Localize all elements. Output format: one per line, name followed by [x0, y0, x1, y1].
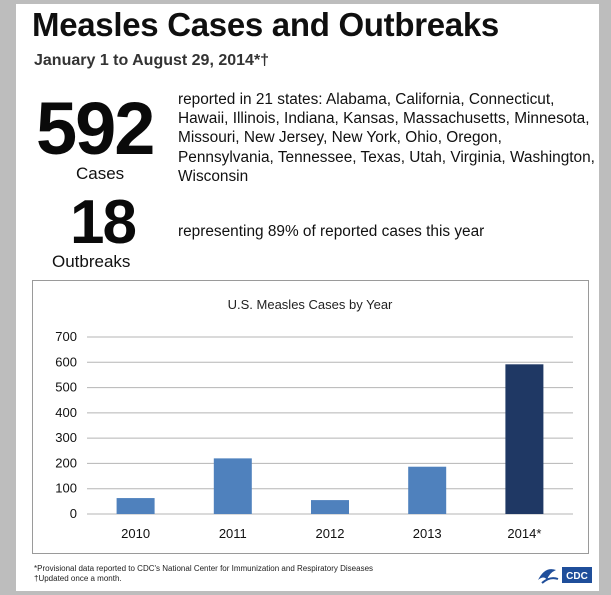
cdc-logo: CDC — [538, 567, 592, 584]
y-axis-ticks: 0 100 200 300 400 500 600 700 — [55, 329, 77, 521]
chart-title: U.S. Measles Cases by Year — [228, 297, 393, 312]
x-tick-label: 2012 — [316, 526, 345, 541]
y-tick-label: 400 — [55, 405, 77, 420]
bar-chart: U.S. Measles Cases by Year 0 100 200 300 400… — [32, 280, 589, 554]
x-tick-label: 2013 — [413, 526, 442, 541]
bar-chart-svg: U.S. Measles Cases by Year 0 100 200 300 400… — [55, 297, 573, 541]
outbreaks-count: 18 — [70, 188, 137, 257]
infographic-card: Measles Cases and Outbreaks January 1 to… — [16, 4, 599, 591]
footnote-updated: †Updated once a month. — [34, 574, 122, 583]
y-tick-label: 300 — [55, 430, 77, 445]
footnote-provisional: *Provisional data reported to CDC's Nati… — [34, 564, 374, 573]
cdc-logo-text: CDC — [566, 571, 588, 582]
hhs-eagle-icon — [538, 569, 559, 584]
date-range-subtitle: January 1 to August 29, 2014*† — [34, 52, 270, 69]
bar-2010 — [116, 498, 155, 514]
bar-2012 — [311, 500, 349, 514]
chart-gridlines — [87, 336, 573, 515]
chart-bars — [116, 364, 544, 514]
outbreaks-description: representing 89% of reported cases this … — [178, 223, 485, 240]
y-tick-label: 500 — [55, 380, 77, 395]
cases-count: 592 — [36, 87, 155, 170]
x-axis-ticks: 2010 2011 2012 2013 2014* — [121, 526, 541, 541]
outbreaks-label: Outbreaks — [52, 252, 131, 271]
y-tick-label: 100 — [55, 481, 77, 496]
states-description: reported in 21 states: Alabama, Californ… — [178, 91, 595, 185]
y-tick-label: 600 — [55, 354, 77, 369]
x-tick-label: 2014* — [507, 526, 541, 541]
page-title: Measles Cases and Outbreaks — [32, 6, 499, 43]
cases-label: Cases — [76, 164, 125, 183]
bar-2013 — [408, 466, 447, 514]
y-tick-label: 0 — [70, 506, 77, 521]
bar-2014 — [505, 364, 544, 514]
bar-2011 — [213, 458, 252, 514]
y-tick-label: 200 — [55, 455, 77, 470]
footnotes: *Provisional data reported to CDC's Nati… — [34, 564, 373, 584]
x-tick-label: 2010 — [121, 526, 150, 541]
x-tick-label: 2011 — [219, 526, 247, 541]
y-tick-label: 700 — [55, 329, 77, 344]
